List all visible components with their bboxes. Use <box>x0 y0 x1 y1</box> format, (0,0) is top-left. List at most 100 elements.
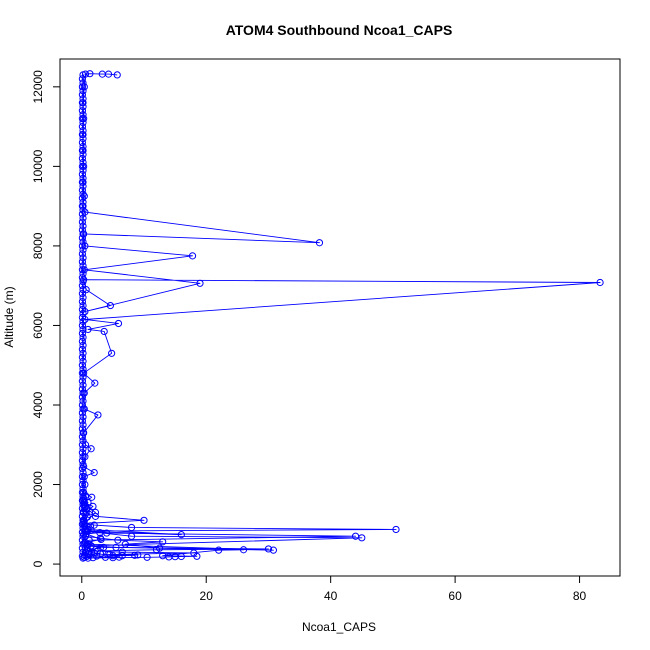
x-tick-label: 60 <box>448 589 462 603</box>
data-point <box>78 353 87 361</box>
data-point <box>90 521 98 529</box>
data-point <box>78 401 87 409</box>
data-point <box>78 512 87 520</box>
data-point <box>79 230 87 238</box>
data-point <box>78 393 87 401</box>
data-point <box>79 71 87 79</box>
data-point <box>79 476 87 485</box>
data-point <box>79 142 87 151</box>
data-point <box>78 250 87 258</box>
y-axis: 0 2000 4000 6000 8000 10000 12000 <box>31 70 61 567</box>
y-axis-label: Altitude (m) <box>2 286 16 347</box>
data-point <box>159 552 167 560</box>
data-point <box>79 349 87 357</box>
data-point <box>79 461 87 469</box>
data-point <box>79 270 87 278</box>
data-point <box>78 75 87 83</box>
data-point <box>78 258 87 266</box>
data-point <box>79 421 87 429</box>
data-point <box>114 536 122 544</box>
data-point <box>239 546 248 554</box>
data-point <box>78 83 87 91</box>
data-point <box>91 379 99 387</box>
data-point <box>78 282 87 290</box>
data-point <box>113 71 121 79</box>
data-point <box>78 504 87 512</box>
data-point <box>79 397 87 405</box>
data-point <box>78 520 87 528</box>
y-tick-label: 8000 <box>31 232 45 259</box>
data-point <box>79 166 87 174</box>
data-point <box>90 469 98 477</box>
data-point <box>143 553 151 561</box>
data-point <box>78 290 87 298</box>
data-point <box>86 522 95 530</box>
series-layer <box>78 70 604 562</box>
data-point <box>79 286 87 294</box>
data-point <box>79 325 87 334</box>
data-point <box>79 254 87 262</box>
data-point <box>97 535 105 544</box>
data-point <box>596 278 604 287</box>
data-point <box>94 411 102 419</box>
data-point <box>87 445 95 453</box>
data-point <box>78 528 87 536</box>
data-point <box>78 409 87 417</box>
data-point <box>106 301 115 310</box>
x-axis: 0 20 40 60 80 <box>78 575 587 603</box>
data-point <box>78 377 87 385</box>
data-point <box>112 543 120 551</box>
data-point <box>127 523 136 532</box>
data-point <box>79 389 87 397</box>
data-point <box>79 453 87 461</box>
x-tick-label: 20 <box>200 589 214 603</box>
data-point <box>78 210 87 218</box>
data-point <box>79 381 87 389</box>
data-point <box>155 544 164 552</box>
data-point <box>86 70 94 78</box>
data-point <box>78 154 87 163</box>
data-point <box>79 214 87 222</box>
data-point <box>81 453 89 461</box>
data-point <box>79 182 87 190</box>
data-point <box>358 534 366 542</box>
data-point <box>78 488 87 497</box>
data-point <box>79 317 87 326</box>
data-point <box>78 91 87 99</box>
data-point <box>79 500 87 509</box>
data-point <box>78 170 87 178</box>
data-point <box>96 529 104 537</box>
data-point <box>79 103 87 111</box>
data-point <box>87 542 95 550</box>
data-point <box>78 107 87 115</box>
data-point <box>78 552 87 560</box>
data-point <box>100 327 108 336</box>
y-tick-label: 2000 <box>31 471 45 498</box>
data-point <box>84 325 92 334</box>
data-point <box>78 457 87 465</box>
x-tick-label: 0 <box>78 589 85 603</box>
data-point <box>79 111 87 119</box>
data-point <box>78 313 87 322</box>
data-point <box>79 373 87 381</box>
data-point <box>91 512 100 520</box>
data-point <box>159 538 167 546</box>
data-point <box>114 319 123 328</box>
data-point <box>196 279 204 287</box>
data-series <box>78 71 87 560</box>
data-point <box>78 369 87 377</box>
data-point <box>79 540 87 548</box>
data-point <box>78 297 87 306</box>
data-point <box>79 429 87 437</box>
data-point <box>79 198 87 206</box>
data-point <box>78 329 87 338</box>
data-point <box>121 540 129 548</box>
data-point <box>79 333 87 341</box>
chart-title: ATOM4 Southbound Ncoa1_CAPS <box>226 22 453 38</box>
data-point <box>79 134 87 143</box>
data-point <box>78 345 87 353</box>
data-point <box>215 546 223 554</box>
x-axis-label: Ncoa1_CAPS <box>302 620 376 634</box>
data-point <box>79 95 87 103</box>
